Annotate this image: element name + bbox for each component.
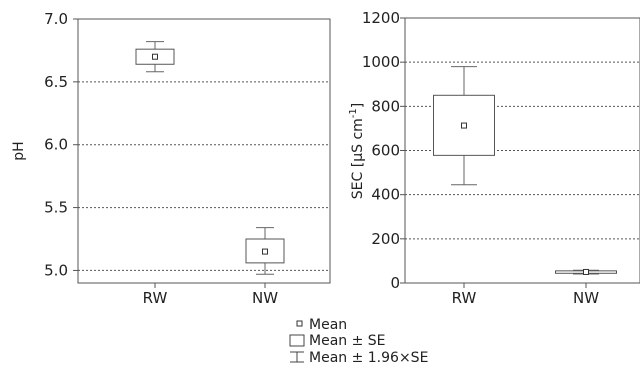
mean-marker xyxy=(461,122,467,129)
ph-x-tick-label: NW xyxy=(252,289,278,307)
sec-y-tick-label: 800 xyxy=(371,97,400,115)
ph-gridlines xyxy=(78,81,330,271)
sec-box-rw xyxy=(433,66,495,186)
ph-y-ticks: 7.0 6.5 6.0 5.5 5.0 xyxy=(44,10,78,279)
sec-boxes xyxy=(433,66,617,275)
sec-x-ticks: RW NW xyxy=(452,283,599,307)
sec-y-ticks: 1200 1000 800 600 400 200 0 xyxy=(362,9,405,292)
ph-y-tick-label: 6.5 xyxy=(44,73,68,91)
mean-marker xyxy=(152,53,158,60)
ph-boxes xyxy=(135,41,285,275)
ph-y-tick-label: 7.0 xyxy=(44,10,68,28)
sec-y-axis-title-superscript: -1 xyxy=(348,108,359,118)
sec-chart: 1200 1000 800 600 400 200 0 RW NW SEC [µS cm-1] xyxy=(348,9,640,307)
ph-y-tick-label: 5.5 xyxy=(44,199,68,217)
mean-marker xyxy=(583,268,589,275)
sec-gridlines xyxy=(405,61,640,240)
sec-y-tick-label: 400 xyxy=(371,186,400,204)
ph-chart: 7.0 6.5 6.0 5.5 5.0 RW NW pH xyxy=(11,10,331,307)
legend-ci-marker xyxy=(290,351,304,363)
ph-box-rw xyxy=(135,41,175,73)
legend: Mean Mean ± SE Mean ± 1.96×SE xyxy=(289,317,428,365)
sec-y-axis-title: SEC [µS cm-1] xyxy=(348,103,366,199)
ph-y-tick-label: 5.0 xyxy=(44,261,68,279)
legend-mean-label: Mean xyxy=(309,317,347,333)
ph-y-axis-title: pH xyxy=(11,141,27,160)
ph-y-tick-label: 6.0 xyxy=(44,136,68,154)
ph-plot-frame xyxy=(77,18,331,284)
legend-mean-marker xyxy=(296,320,303,327)
legend-ci-label: Mean ± 1.96×SE xyxy=(309,350,428,365)
legend-se-label: Mean ± SE xyxy=(309,333,386,349)
sec-x-tick-label: NW xyxy=(573,289,599,307)
ph-box-nw xyxy=(245,227,285,275)
sec-y-tick-label: 600 xyxy=(371,142,400,160)
legend-se-marker xyxy=(289,334,305,347)
sec-y-tick-label: 0 xyxy=(390,274,400,292)
ph-x-tick-label: RW xyxy=(143,289,168,307)
sec-x-tick-label: RW xyxy=(452,289,477,307)
sec-y-tick-label: 1000 xyxy=(362,53,400,71)
sec-y-tick-label: 1200 xyxy=(362,9,400,27)
mean-marker xyxy=(262,248,268,255)
sec-y-tick-label: 200 xyxy=(371,230,400,248)
sec-box-nw xyxy=(555,268,617,275)
ph-x-ticks: RW NW xyxy=(143,283,278,307)
